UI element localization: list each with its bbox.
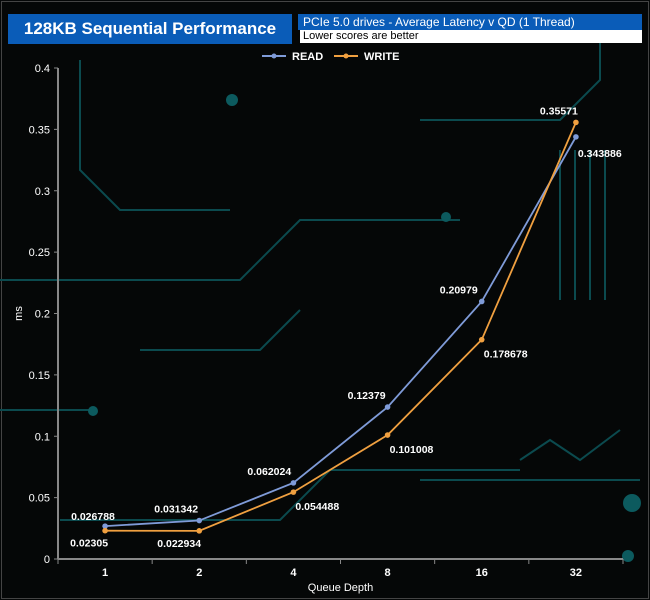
legend-marker xyxy=(271,53,277,59)
legend-label-read: READ xyxy=(292,51,323,63)
x-tick-label: 8 xyxy=(385,567,391,579)
data-label: 0.343886 xyxy=(578,148,622,160)
series-line-read xyxy=(105,136,577,528)
y-tick-label: 0.1 xyxy=(35,431,50,443)
chart-note: Lower scores are better xyxy=(300,30,642,43)
chart-subtitle: PCIe 5.0 drives - Average Latency v QD (… xyxy=(298,14,642,30)
data-label: 0.20979 xyxy=(440,284,478,296)
series-line-write xyxy=(105,122,577,532)
legend-marker xyxy=(343,53,349,59)
y-tick-label: 0.05 xyxy=(29,493,50,505)
chart-title: 128KB Sequential Performance xyxy=(8,14,292,44)
data-label: 0.02305 xyxy=(70,538,108,550)
data-point xyxy=(573,119,579,126)
data-point xyxy=(384,404,391,410)
y-tick-label: 0.2 xyxy=(35,309,50,321)
data-point xyxy=(573,134,579,140)
x-axis-title: Queue Depth xyxy=(308,582,373,594)
data-label: 0.026788 xyxy=(71,511,115,523)
y-tick-label: 0.4 xyxy=(35,63,50,75)
x-tick-label: 16 xyxy=(476,567,488,579)
data-point xyxy=(290,489,297,495)
data-label: 0.054488 xyxy=(295,501,339,513)
data-label: 0.178678 xyxy=(484,349,528,361)
data-label: 0.35571 xyxy=(540,105,578,117)
data-point xyxy=(478,298,485,305)
y-tick-label: 0.25 xyxy=(29,247,50,259)
data-point xyxy=(196,517,203,524)
data-label: 0.062024 xyxy=(247,466,291,478)
data-point xyxy=(196,528,203,534)
y-tick-label: 0 xyxy=(44,554,50,566)
y-axis-title: ms xyxy=(13,306,25,321)
data-point xyxy=(102,523,108,529)
data-label: 0.031342 xyxy=(154,504,198,516)
data-point xyxy=(290,480,297,486)
x-tick-label: 32 xyxy=(570,567,582,579)
x-tick-label: 2 xyxy=(196,567,202,579)
data-point xyxy=(478,336,485,343)
y-tick-label: 0.15 xyxy=(29,370,50,382)
x-tick-label: 1 xyxy=(102,567,108,579)
data-point xyxy=(102,527,108,534)
data-point xyxy=(384,432,391,438)
x-tick-label: 4 xyxy=(290,567,297,579)
data-label: 0.12379 xyxy=(348,390,386,402)
y-tick-label: 0.35 xyxy=(29,124,50,136)
y-tick-label: 0.3 xyxy=(35,186,50,198)
data-label: 0.022934 xyxy=(157,538,201,550)
data-label: 0.101008 xyxy=(390,444,434,456)
legend-label-write: WRITE xyxy=(364,51,399,63)
